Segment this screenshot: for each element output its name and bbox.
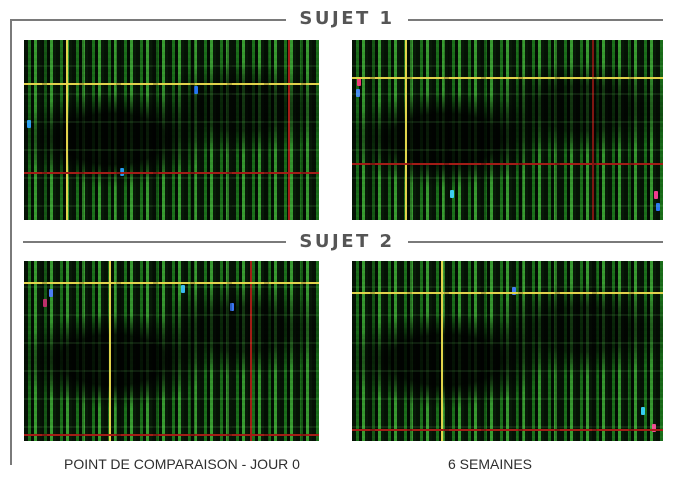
red-horizontal-guide bbox=[24, 172, 319, 174]
left-frame-line bbox=[10, 19, 12, 465]
yellow-horizontal-guide bbox=[352, 292, 663, 294]
yellow-horizontal-guide bbox=[24, 83, 319, 85]
red-horizontal-guide bbox=[24, 434, 319, 436]
yellow-vertical-guide bbox=[405, 40, 407, 220]
yellow-horizontal-guide bbox=[24, 282, 319, 284]
blue-speck bbox=[356, 89, 360, 97]
subject-2-title: SUJET 2 bbox=[286, 223, 408, 261]
six-weeks-caption: 6 SEMAINES bbox=[447, 456, 533, 472]
subject-1-six-weeks-scan bbox=[352, 40, 663, 220]
blue-speck bbox=[49, 289, 53, 297]
subject-2-baseline-scan bbox=[24, 261, 319, 441]
yellow-horizontal-guide bbox=[352, 77, 663, 79]
blue-speck bbox=[512, 287, 516, 295]
yellow-vertical-guide bbox=[66, 40, 68, 220]
blue-speck bbox=[230, 303, 234, 311]
top-frame-line-right bbox=[400, 19, 663, 21]
yellow-vertical-guide bbox=[441, 261, 443, 441]
blue-speck bbox=[656, 203, 660, 211]
subject-1-baseline-scan bbox=[24, 40, 319, 220]
magenta-speck bbox=[43, 299, 47, 307]
red-vertical-guide bbox=[250, 261, 252, 441]
red-vertical-guide bbox=[288, 40, 290, 220]
middle-separator-left bbox=[23, 241, 286, 243]
top-frame-line-left bbox=[10, 19, 286, 21]
magenta-speck bbox=[652, 424, 656, 432]
blue-speck bbox=[27, 120, 31, 128]
yellow-vertical-guide bbox=[109, 261, 111, 441]
cyan-speck bbox=[181, 285, 185, 293]
blue-speck bbox=[194, 86, 198, 94]
red-horizontal-guide bbox=[352, 429, 663, 431]
subject-2-six-weeks-scan bbox=[352, 261, 663, 441]
cyan-speck bbox=[450, 190, 454, 198]
magenta-speck bbox=[654, 191, 658, 199]
baseline-caption: POINT DE COMPARAISON - JOUR 0 bbox=[64, 456, 300, 472]
red-horizontal-guide bbox=[352, 163, 663, 165]
subject-1-title: SUJET 1 bbox=[286, 0, 408, 38]
magenta-speck bbox=[357, 78, 361, 86]
middle-separator-right bbox=[400, 241, 663, 243]
red-vertical-guide bbox=[592, 40, 594, 220]
cyan-speck bbox=[641, 407, 645, 415]
